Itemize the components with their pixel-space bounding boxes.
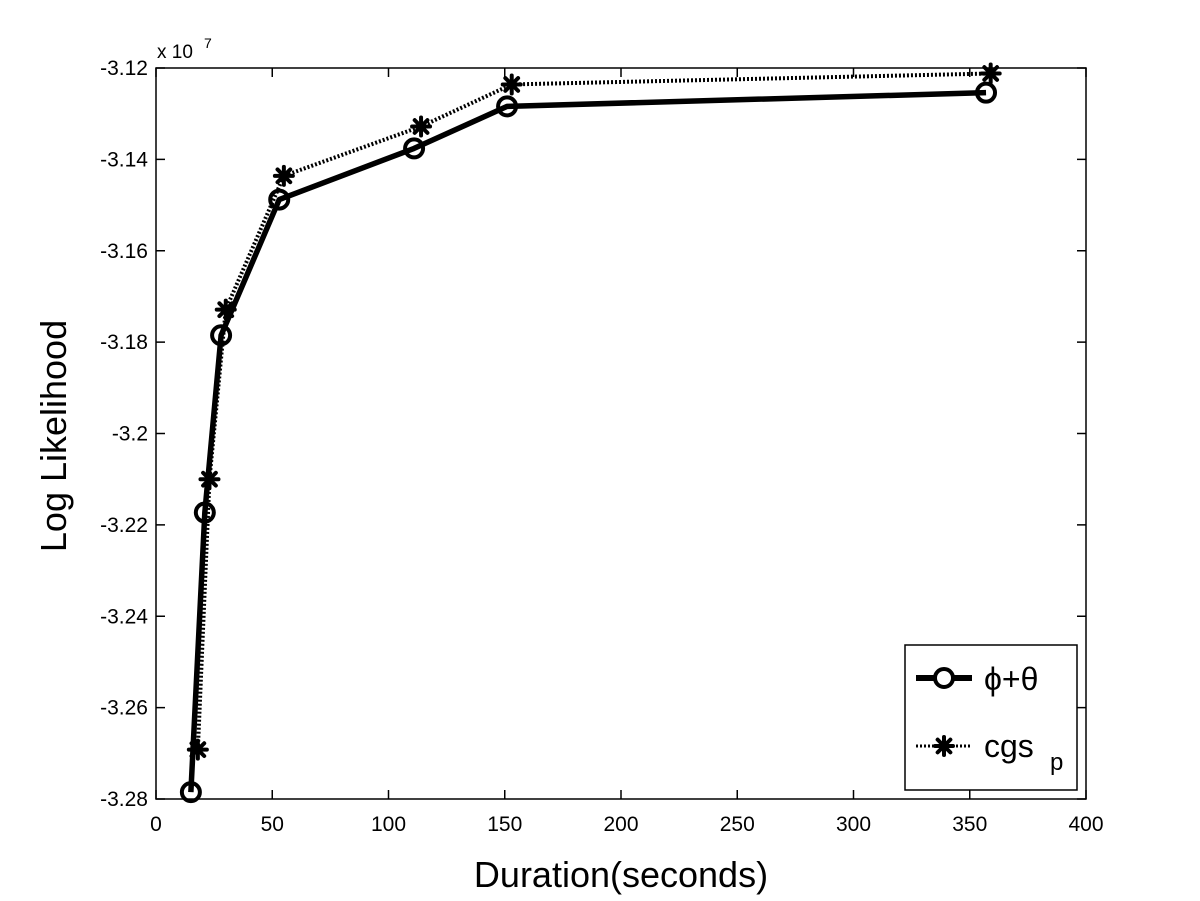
- y-scale-exponent: 7: [204, 35, 212, 51]
- series-1-point: [193, 501, 216, 524]
- x-tick-label: 350: [952, 813, 987, 836]
- series-1-point: [210, 324, 233, 347]
- legend-marker-series-1: [933, 667, 955, 689]
- y-tick-label: -3.22: [100, 514, 148, 537]
- series-2-point: [214, 298, 237, 321]
- series-2-point: [410, 115, 433, 138]
- legend-label-series-1: ϕ+θ: [984, 661, 1038, 697]
- series-1-point: [496, 95, 519, 118]
- series-layer: [179, 62, 1002, 804]
- y-tick-label: -3.2: [112, 423, 148, 446]
- y-tick-label: -3.16: [100, 240, 148, 263]
- ticks-layer: 0 50 100 150 200 250 300 350 400 -3.28 -3.26 -3.24 -…: [100, 57, 1103, 836]
- series-1-line: [188, 89, 987, 793]
- legend-box: [904, 644, 1078, 791]
- y-tick-label: -3.24: [100, 605, 148, 628]
- x-axis-title: Duration(seconds): [474, 854, 768, 895]
- x-tick-label: 100: [371, 813, 406, 836]
- series-2-point: [198, 468, 221, 491]
- legend: ϕ+θ cgs p: [904, 644, 1078, 791]
- y-tick-label: -3.28: [100, 788, 148, 811]
- series-1-point: [403, 137, 426, 160]
- y-tick-label: -3.14: [100, 148, 148, 171]
- series-2-point: [500, 73, 523, 96]
- series-2-point: [186, 738, 209, 761]
- x-tick-label: 200: [603, 813, 638, 836]
- x-tick-label: 50: [261, 813, 284, 836]
- y-axis-title: Log Likelihood: [33, 320, 74, 552]
- series-1-point: [179, 781, 202, 804]
- legend-marker-series-2: [933, 735, 955, 757]
- y-tick-label: -3.26: [100, 697, 148, 720]
- x-tick-label: 250: [720, 813, 755, 836]
- y-scale-label: x 10: [157, 42, 193, 63]
- y-tick-label: -3.18: [100, 331, 148, 354]
- series-2-point: [272, 164, 295, 187]
- y-tick-label: -3.12: [100, 57, 148, 80]
- x-tick-label: 300: [836, 813, 871, 836]
- legend-label-series-2-sub: p: [1050, 749, 1063, 776]
- x-tick-label: 400: [1068, 813, 1103, 836]
- series-1-point: [268, 188, 291, 211]
- x-tick-label: 0: [150, 813, 162, 836]
- legend-label-series-2: cgs: [984, 728, 1034, 764]
- legend-asterisk: [933, 735, 955, 757]
- series-2-point: [979, 62, 1002, 85]
- x-tick-label: 150: [487, 813, 522, 836]
- series-1-point: [975, 81, 998, 104]
